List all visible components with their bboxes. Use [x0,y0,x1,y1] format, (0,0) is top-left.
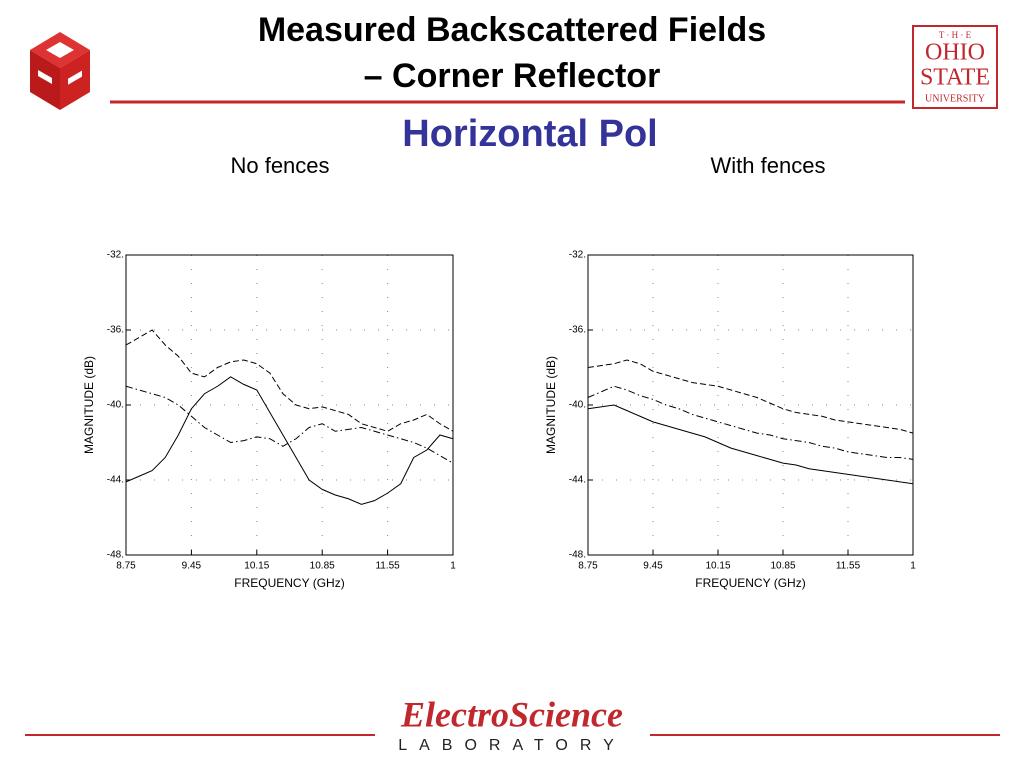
chart-title: With fences [711,153,826,178]
title: Measured Backscattered Fields [258,11,766,49]
x-axis-label: FREQUENCY (GHz) [695,576,805,590]
y-tick-label: -32. [569,250,586,261]
y-tick-label: -44. [107,475,124,486]
plot-frame [125,254,454,556]
data-line [125,376,454,505]
data-line [587,404,914,485]
x-axis-label: FREQUENCY (GHz) [234,576,344,590]
x-tick-label: 11.55 [836,561,861,572]
y-axis-label: MAGNITUDE (dB) [82,356,96,454]
y-tick-label: -32. [107,250,124,261]
data-line [125,329,454,432]
y-tick-label: -36. [107,325,124,336]
x-tick-label: 10.15 [705,561,730,572]
x-tick-label: 9.45 [182,561,202,572]
x-tick-label: 10.15 [244,561,269,572]
chart-title: No fences [230,153,329,178]
y-tick-label: -36. [569,325,586,336]
x-tick-label: 9.45 [643,561,663,572]
osu-text: T · H · E [939,30,972,40]
x-tick-label: 10.85 [770,561,795,572]
y-tick-label: -48. [107,550,124,561]
plot-frame [587,254,914,556]
data-line [125,385,454,464]
y-tick-label: -48. [569,550,586,561]
x-tick-label: 10.85 [310,561,335,572]
osu-text: UNIVERSITY [925,93,985,104]
x-tick-label: 11.55 [375,561,400,572]
data-line [587,385,914,460]
cube-logo [30,32,90,110]
footer-logo: ElectroScience [400,694,623,734]
osu-text: STATE [920,65,990,91]
x-tick-label: 1 [910,561,916,572]
y-tick-label: -44. [569,475,586,486]
x-tick-label: 8.75 [116,561,136,572]
subtitle: Horizontal Pol [402,113,657,155]
data-line [587,359,914,434]
y-tick-label: -40. [569,400,586,411]
x-tick-label: 1 [450,561,456,572]
x-tick-label: 8.75 [578,561,598,572]
y-tick-label: -40. [107,400,124,411]
footer-logo: LABORATORY [398,737,626,754]
osu-logo: T · H · E OHIO STATE UNIVERSITY [912,25,998,109]
y-axis-label: MAGNITUDE (dB) [544,356,558,454]
title: – Corner Reflector [364,57,661,95]
osu-text: OHIO [925,40,985,66]
